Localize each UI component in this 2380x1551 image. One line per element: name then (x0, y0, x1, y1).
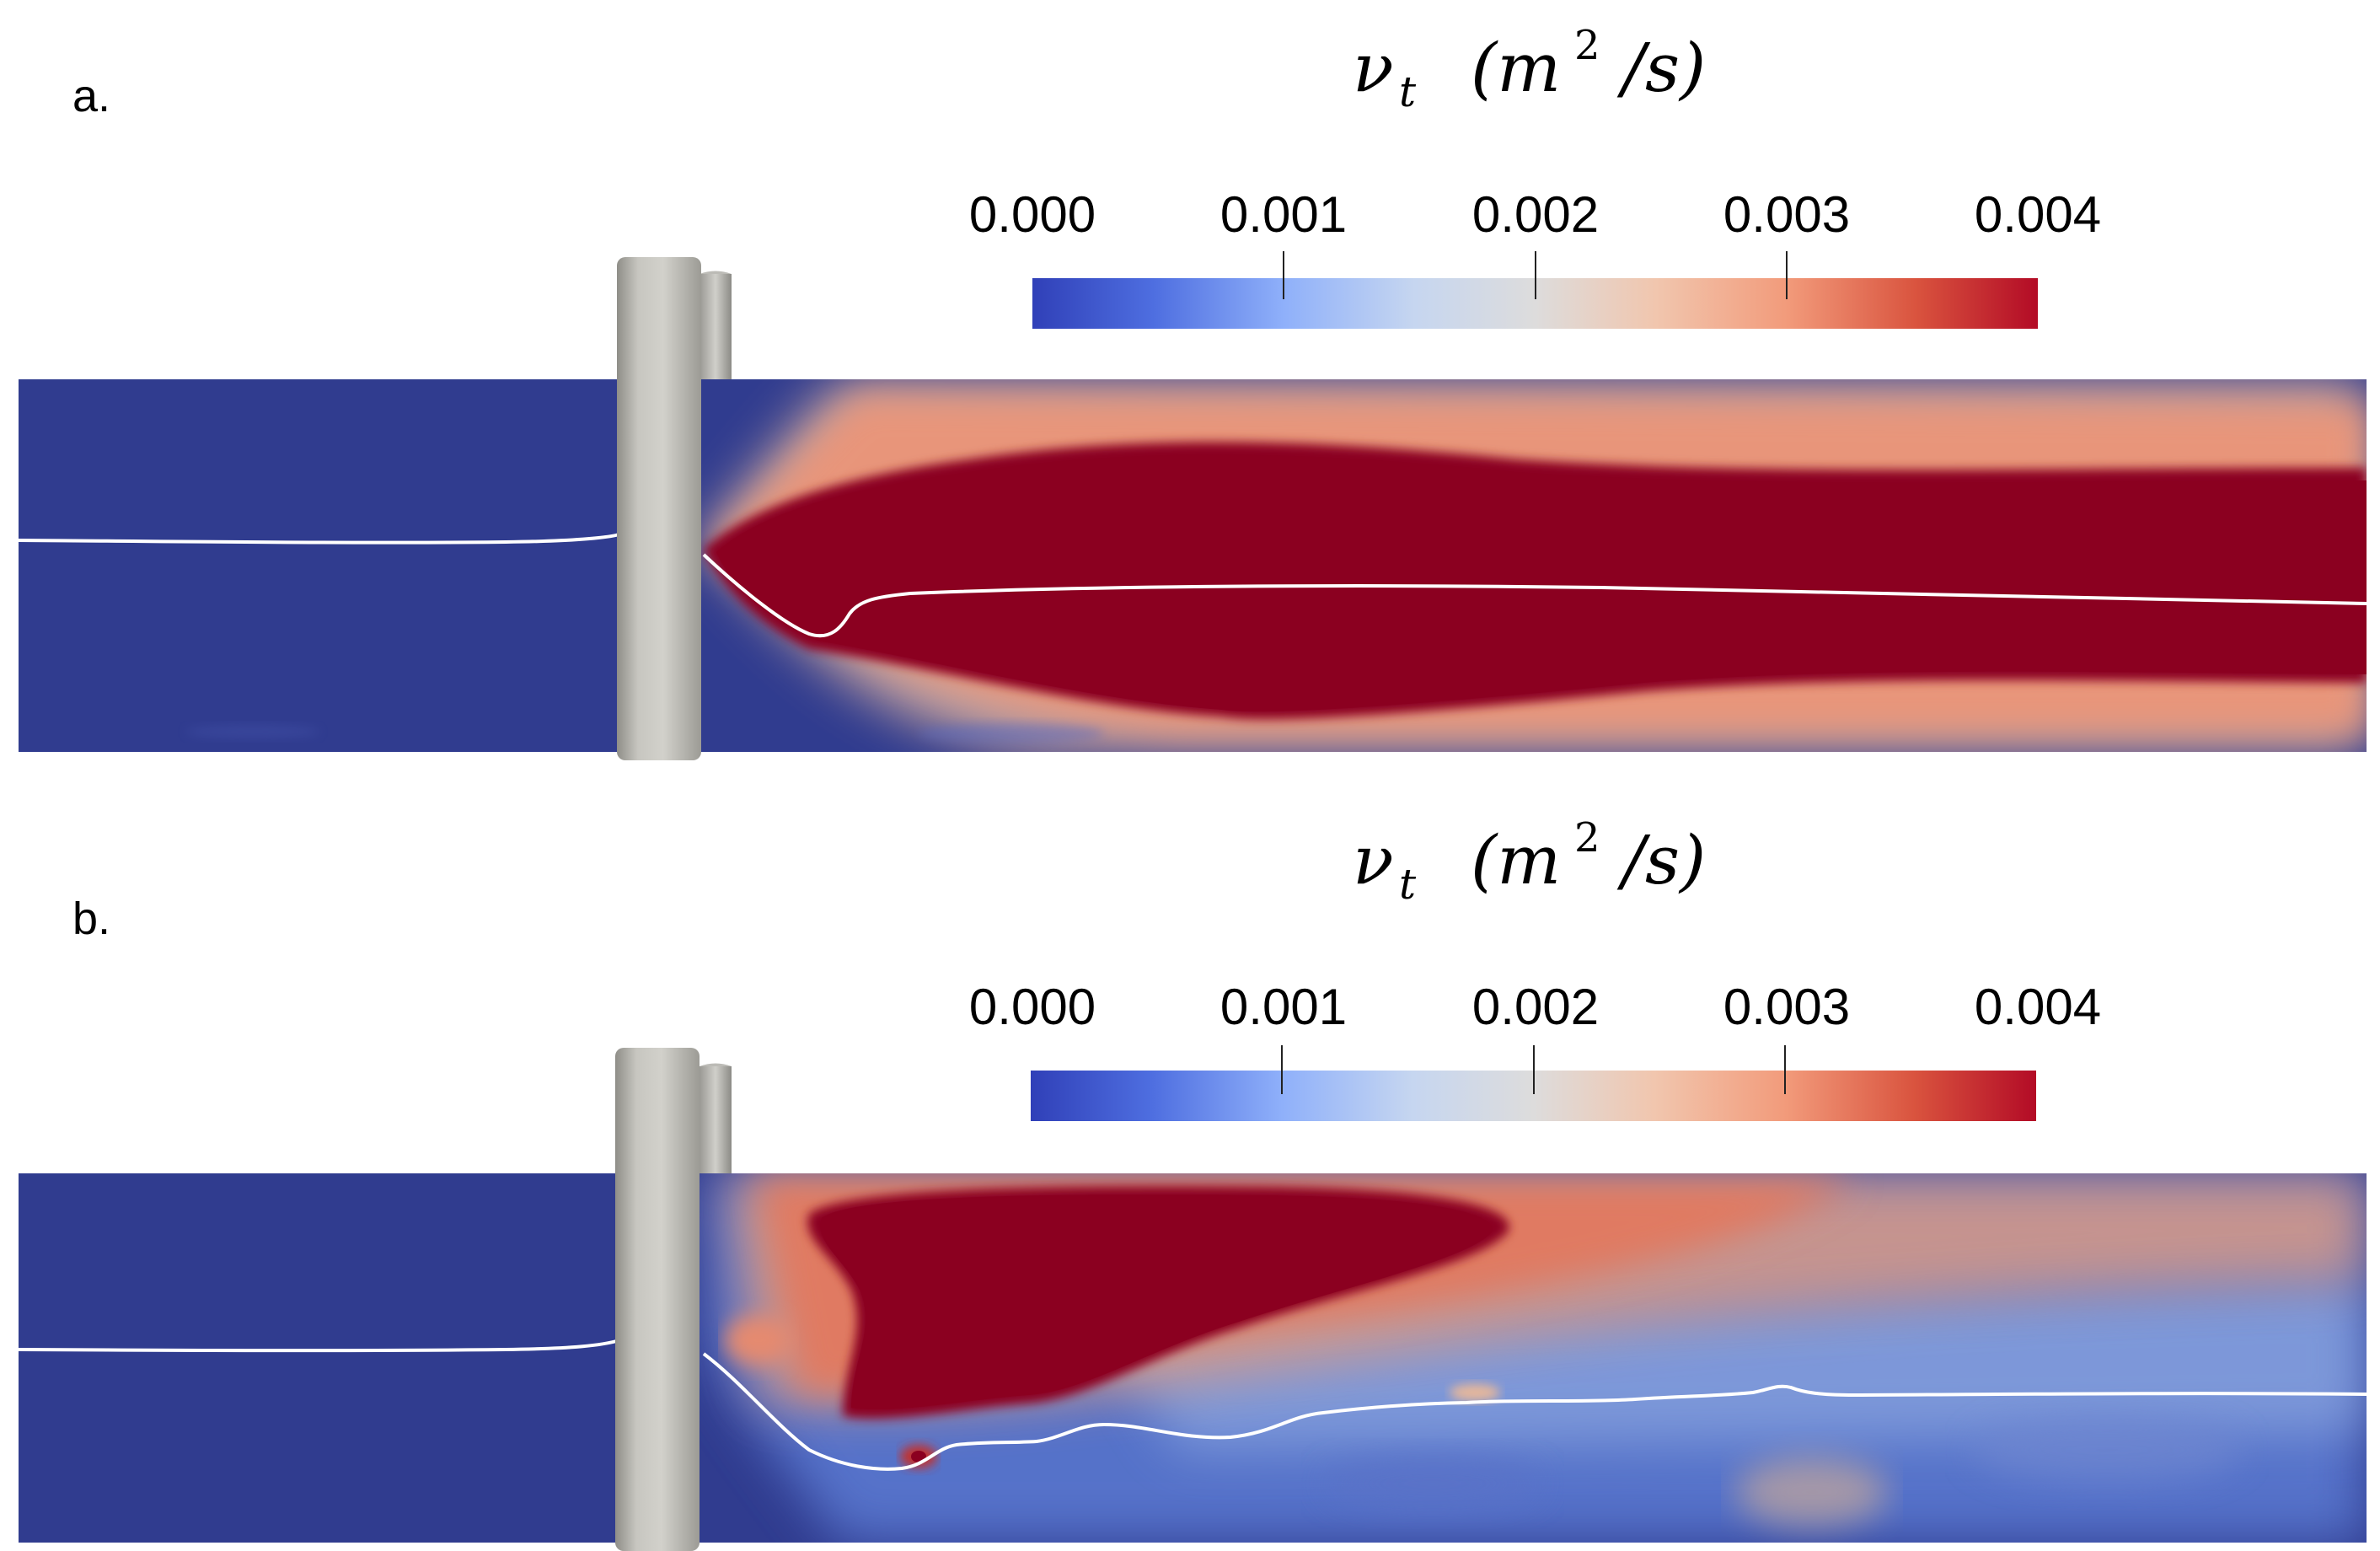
panel-label: a. (72, 71, 110, 121)
velocity-field (19, 379, 2367, 752)
title-unit-base: (m (1471, 29, 1561, 107)
tick-label: 0.002 (1472, 979, 1599, 1035)
tick-label: 0.001 (1220, 979, 1347, 1035)
velocity-field (19, 1173, 2367, 1543)
tick-label: 0.004 (1975, 186, 2101, 243)
colorbar-title: ν t (m 2 /s) (1353, 22, 1706, 116)
panel-a: a. ν t (m 2 /s) 0.000 0.001 0.002 0.003 … (19, 22, 2367, 760)
title-symbol: ν (1353, 29, 1394, 107)
tick-label: 0.000 (969, 979, 1096, 1035)
title-unit-exp: 2 (1574, 814, 1600, 861)
panel-b: b. ν t (m 2 /s) 0.000 0.001 0.002 0.003 … (19, 814, 2367, 1551)
title-symbol: ν (1353, 821, 1394, 899)
tick-label: 0.000 (969, 186, 1096, 243)
title-unit-rest: /s) (1616, 29, 1706, 107)
tick-label: 0.001 (1220, 186, 1347, 243)
panel-label: b. (72, 894, 110, 944)
title-subscript: t (1399, 67, 1417, 116)
tick-label: 0.003 (1723, 186, 1850, 243)
colorbar-tick-labels: 0.000 0.001 0.002 0.003 0.004 (969, 186, 2101, 243)
colorbar-title: ν t (m 2 /s) (1353, 814, 1706, 909)
colorbar-tick-labels: 0.000 0.001 0.002 0.003 0.004 (969, 979, 2101, 1035)
title-unit-base: (m (1471, 821, 1561, 899)
title-unit-rest: /s) (1616, 821, 1706, 899)
title-unit-exp: 2 (1574, 22, 1600, 69)
tick-label: 0.003 (1723, 979, 1850, 1035)
tick-label: 0.004 (1975, 979, 2101, 1035)
title-subscript: t (1399, 860, 1417, 909)
tick-label: 0.002 (1472, 186, 1599, 243)
